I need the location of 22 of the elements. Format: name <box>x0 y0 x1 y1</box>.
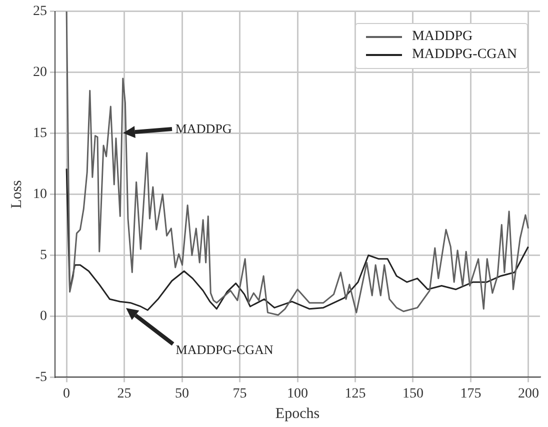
y-tick-label: 15 <box>33 126 47 142</box>
annotation: MADDPG <box>175 120 232 138</box>
x-tick-label: 125 <box>344 386 366 402</box>
y-tick-label: 10 <box>33 186 47 202</box>
x-tick-label: 200 <box>518 386 539 402</box>
y-tick-label: -5 <box>35 370 47 385</box>
x-axis-title: Epochs <box>275 406 320 422</box>
x-tick-label: 75 <box>232 386 247 402</box>
x-tick-label: 100 <box>287 386 308 402</box>
x-tick-label: 50 <box>175 386 190 402</box>
x-tick-label: 150 <box>402 386 424 402</box>
y-axis-title: Loss <box>8 180 25 208</box>
y-tick-label: 25 <box>33 4 47 20</box>
y-tick-label: 20 <box>33 65 47 80</box>
x-tick-label: 25 <box>117 386 132 402</box>
legend-label: MADDPG <box>412 28 473 46</box>
x-tick-label: 175 <box>460 386 482 402</box>
x-tick-label: 0 <box>63 386 70 402</box>
y-tick-label: 0 <box>40 308 47 324</box>
y-tick-label: 5 <box>40 248 47 263</box>
annotation: MADDPG-CGAN <box>176 340 274 359</box>
legend-label: MADDPG-CGAN <box>412 46 517 64</box>
